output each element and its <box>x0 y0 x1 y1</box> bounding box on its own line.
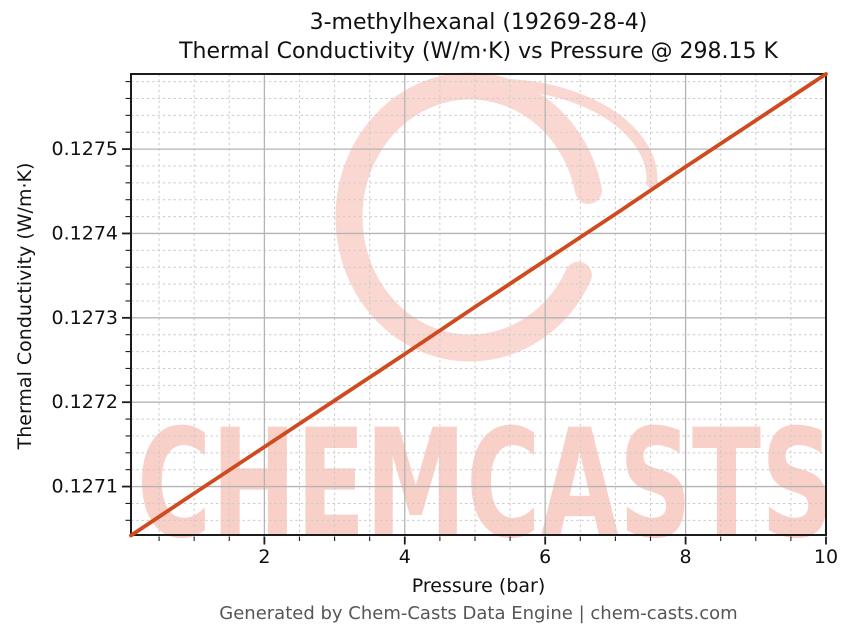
chemcasts-swoosh-icon <box>406 78 658 189</box>
chart-title: 3-methylhexanal (19269-28-4) Thermal Con… <box>131 8 826 66</box>
tick-marks <box>122 81 827 545</box>
x-tick-label: 4 <box>399 546 411 568</box>
y-axis-label: Thermal Conductivity (W/m·K) <box>14 162 36 450</box>
data-line-series <box>129 72 828 538</box>
minor-gridlines <box>131 74 826 536</box>
watermark-layer: CHEMCASTS <box>137 72 834 572</box>
y-tick-label: 0.1275 <box>52 138 118 160</box>
y-tick-labels: 0.1271 0.1272 0.1273 0.1274 0.1275 <box>52 138 118 497</box>
footer-attribution: Generated by Chem-Casts Data Engine | ch… <box>219 603 738 624</box>
x-tick-label: 8 <box>680 546 692 568</box>
y-tick-label: 0.1271 <box>52 476 118 498</box>
chemcasts-watermark-text: CHEMCASTS <box>137 398 834 572</box>
chart-title-line2: Thermal Conductivity (W/m·K) vs Pressure… <box>179 39 778 64</box>
axes-spines <box>130 73 827 536</box>
x-tick-label: 10 <box>814 546 838 568</box>
x-tick-label: 2 <box>258 546 270 568</box>
chart-title-line1: 3-methylhexanal (19269-28-4) <box>309 10 648 35</box>
x-tick-labels: 2 4 6 8 10 <box>258 546 838 568</box>
y-tick-label: 0.1272 <box>52 391 118 413</box>
x-tick-label: 6 <box>539 546 551 568</box>
major-gridlines <box>131 74 827 536</box>
y-tick-label: 0.1273 <box>52 307 118 329</box>
x-axis-label: Pressure (bar) <box>411 575 546 597</box>
y-tick-label: 0.1274 <box>52 222 118 244</box>
